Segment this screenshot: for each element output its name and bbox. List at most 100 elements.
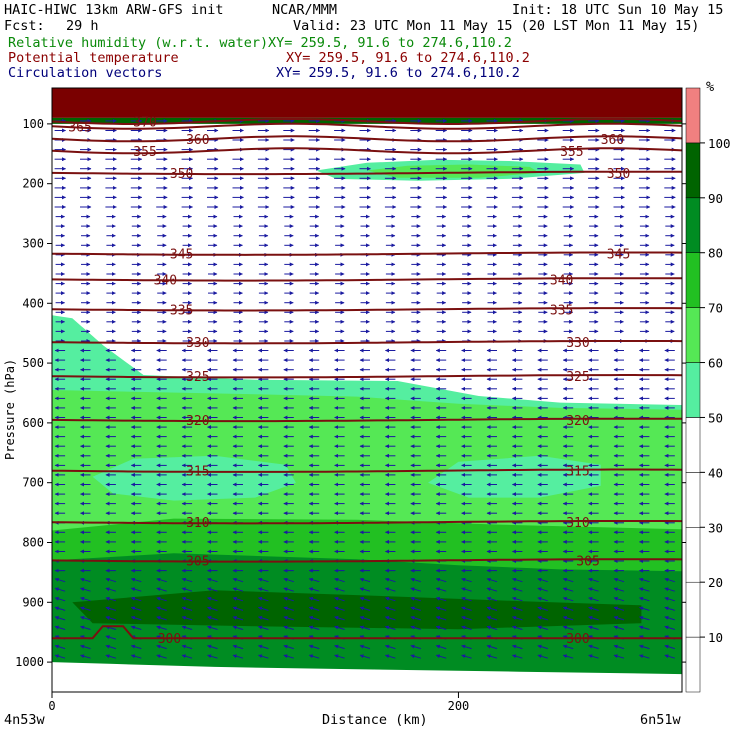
- circulation-vector: [181, 654, 193, 659]
- circulation-vector: [207, 596, 218, 602]
- circulation-vector: [232, 644, 244, 650]
- colorbar-swatch: [685, 252, 701, 308]
- theta-label: 350: [170, 167, 193, 182]
- circulation-vector: [308, 654, 320, 659]
- circulation-vector: [80, 577, 91, 583]
- circulation-vector: [461, 644, 472, 650]
- theta-label: 340: [154, 273, 177, 288]
- circulation-vector: [385, 596, 396, 602]
- x-start-label: 4n53w: [4, 712, 45, 728]
- circulation-vector: [385, 606, 396, 611]
- circulation-vector: [588, 654, 599, 659]
- circulation-vector: [639, 616, 650, 621]
- circulation-vector: [80, 596, 91, 602]
- y-tick-label: 900: [22, 595, 44, 609]
- circulation-vector: [613, 596, 625, 602]
- circulation-vector: [385, 654, 396, 659]
- theta-label: 305: [576, 554, 599, 569]
- circulation-vector: [512, 625, 523, 630]
- circulation-vector: [486, 577, 498, 583]
- circulation-vector: [334, 577, 345, 583]
- circulation-vector: [588, 606, 599, 611]
- circulation-vector: [283, 625, 294, 630]
- circulation-vector: [562, 644, 574, 650]
- circulation-vector: [486, 625, 498, 630]
- circulation-vector: [232, 606, 244, 611]
- circulation-vector: [537, 606, 548, 611]
- circulation-vector: [232, 596, 244, 602]
- circulation-vector: [537, 654, 548, 659]
- circulation-vector: [639, 625, 650, 630]
- circulation-vector: [537, 587, 548, 592]
- rh-legend: Relative humidity (w.r.t. water): [8, 35, 269, 51]
- colorbar-label: 70: [708, 301, 723, 316]
- circulation-vector: [385, 644, 396, 650]
- circulation-vector: [461, 606, 472, 611]
- circulation-vector: [181, 606, 193, 611]
- circulation-vector: [410, 654, 421, 659]
- circulation-vector: [156, 625, 167, 630]
- circulation-vector: [613, 644, 625, 650]
- theta-contour-330: [52, 340, 682, 345]
- theta-label: 360: [186, 133, 209, 148]
- circulation-vector: [588, 587, 599, 592]
- colorbar-swatch: [685, 636, 701, 693]
- circulation-vector: [486, 616, 498, 621]
- theta-contours: 300 300 305 305 310 310 315 315 320 320 325 325 330 3…: [52, 116, 682, 647]
- theta-label: 305: [186, 554, 209, 569]
- theta-label: 300: [566, 632, 589, 647]
- circulation-vector: [410, 587, 421, 592]
- circulation-vector: [486, 596, 498, 602]
- circulation-vector: [512, 654, 523, 659]
- circulation-vector: [258, 654, 269, 659]
- circulation-vector: [562, 577, 574, 583]
- circulation-vector: [512, 577, 523, 583]
- theta-contour-300: [52, 625, 682, 640]
- colorbar-label: 30: [708, 520, 723, 535]
- theta-legend: Potential temperature: [8, 50, 179, 66]
- theta-label: 325: [566, 370, 589, 385]
- y-tick-label: 200: [22, 177, 44, 191]
- circulation-vector: [54, 577, 66, 583]
- theta-label: 355: [560, 145, 583, 160]
- theta-label: 300: [158, 632, 181, 647]
- circulation-vector: [562, 596, 574, 602]
- circulation-vector: [613, 616, 625, 621]
- theta-label: 320: [566, 414, 589, 429]
- circulation-vector: [130, 577, 142, 583]
- rh-top-band: [52, 88, 682, 118]
- circulation-vector: [308, 616, 320, 621]
- circulation-vector: [385, 587, 396, 592]
- circulation-vector: [232, 654, 244, 659]
- fcst-value: 29 h: [66, 18, 99, 34]
- theta-contour-335: [52, 307, 682, 312]
- circulation-vector: [334, 587, 345, 592]
- circulation-vector: [54, 587, 66, 592]
- circulation-vector: [156, 616, 167, 621]
- circulation-vector: [105, 577, 117, 583]
- circulation-vector: [359, 625, 371, 630]
- axes: 100 200 300 400 500 600 700 800 900 1000 0 200: [15, 87, 687, 713]
- circulation-vector: [207, 625, 218, 630]
- circulation-vector: [537, 644, 548, 650]
- circulation-vector: [308, 596, 320, 602]
- circulation-vector: [105, 644, 117, 650]
- vector-legend: Circulation vectors: [8, 65, 163, 81]
- circulation-vector: [283, 596, 294, 602]
- colorbar-swatch: [685, 472, 701, 528]
- circulation-vector: [334, 616, 345, 621]
- circulation-vector: [80, 644, 91, 650]
- circulation-vector: [588, 616, 599, 621]
- circulation-vector: [639, 654, 650, 659]
- circulation-vector: [232, 616, 244, 621]
- circulation-vector: [486, 587, 498, 592]
- circulation-vector: [435, 587, 447, 592]
- circulation-vector: [359, 577, 371, 583]
- theta-contour-360: [52, 135, 682, 143]
- theta-label: 350: [607, 167, 630, 182]
- circulation-vector: [258, 587, 269, 592]
- circulation-vector: [258, 625, 269, 630]
- circulation-vector: [359, 616, 371, 621]
- theta-label: 330: [566, 336, 589, 351]
- circulation-vector: [410, 606, 421, 611]
